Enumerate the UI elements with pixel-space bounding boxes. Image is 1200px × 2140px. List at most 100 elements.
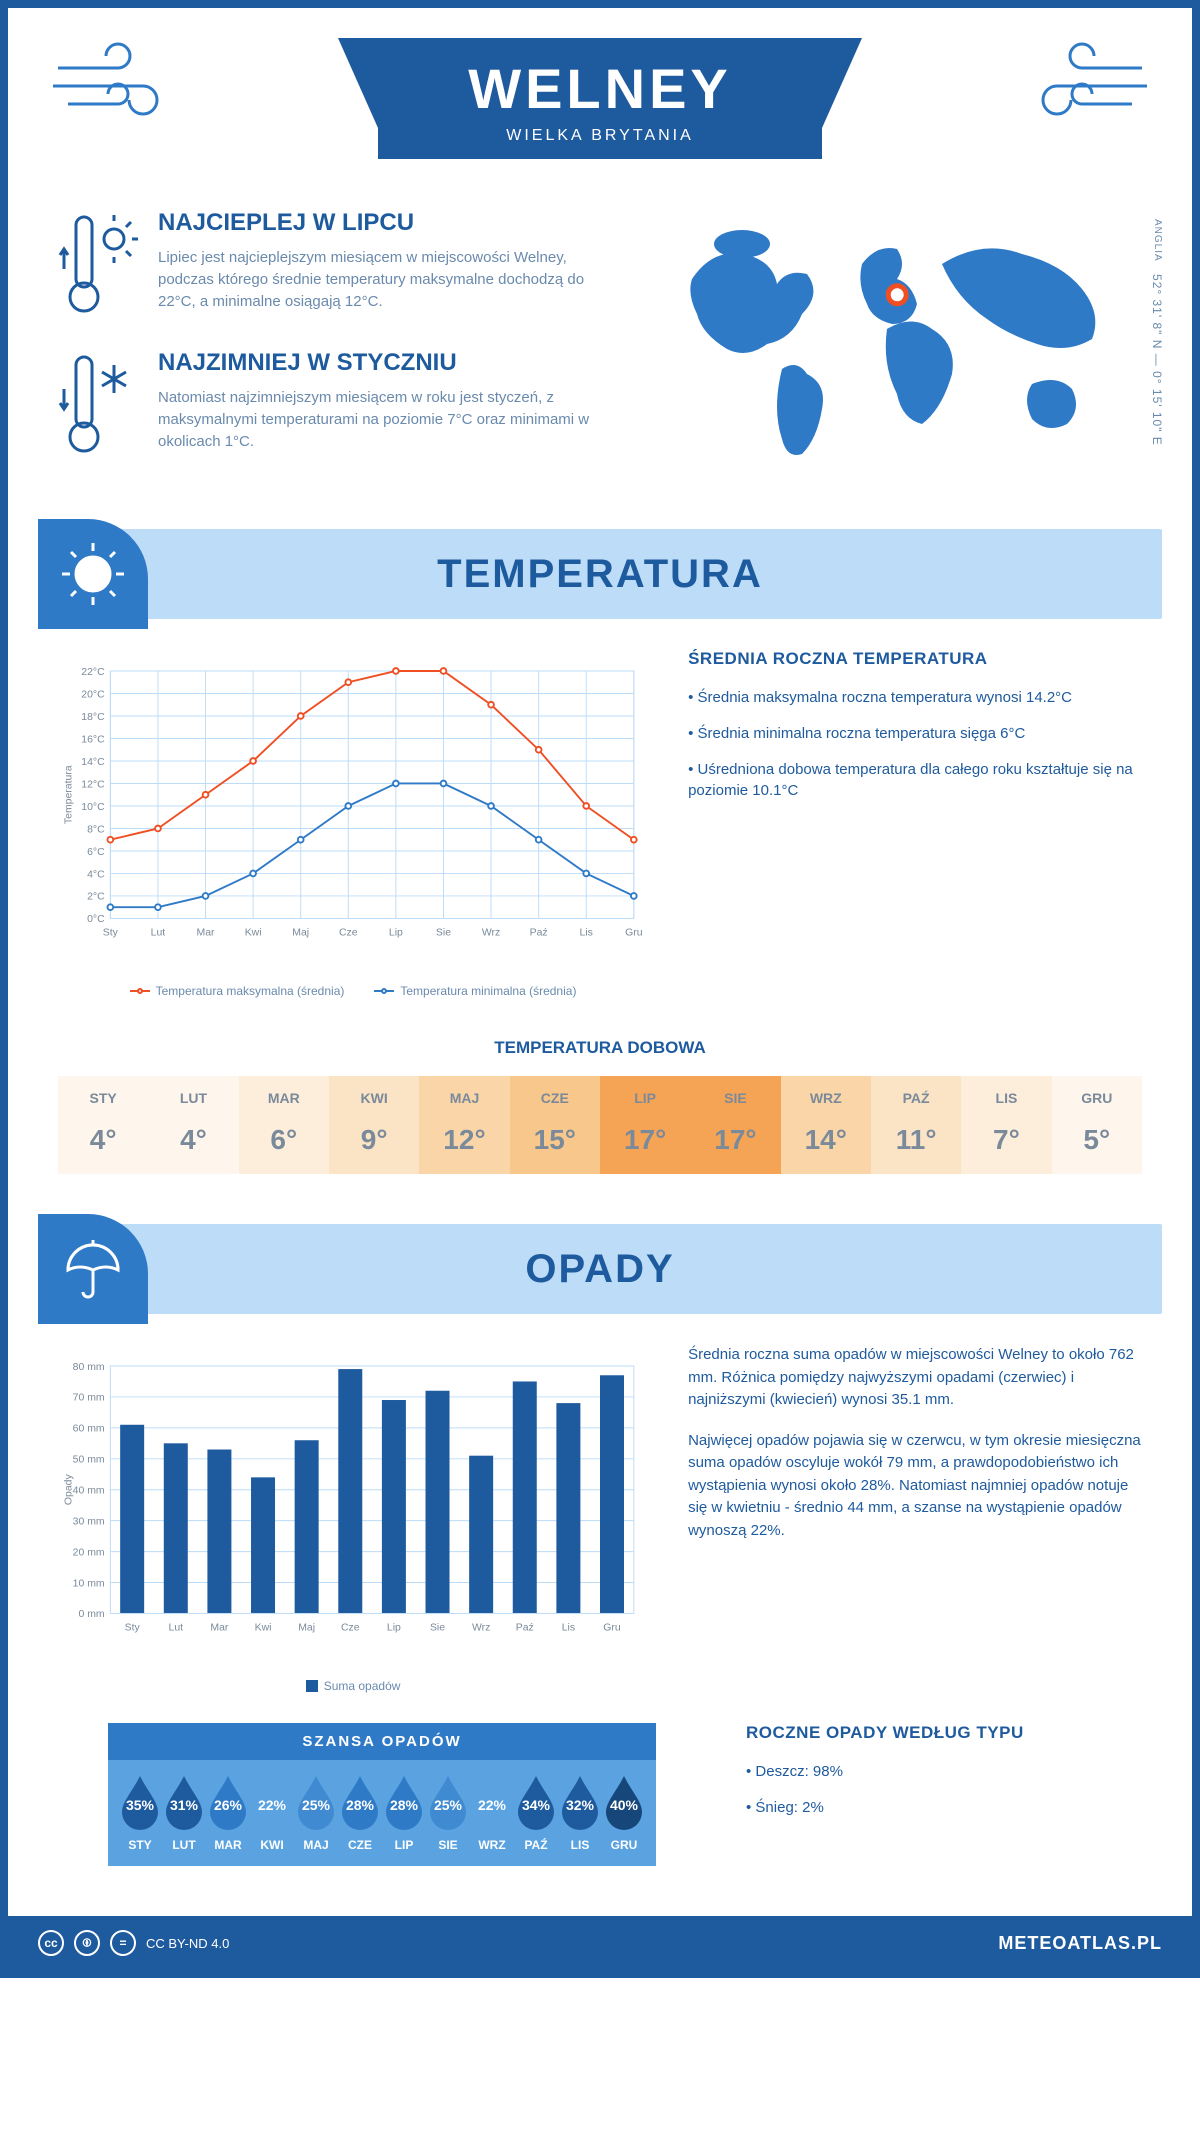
svg-text:10°C: 10°C bbox=[81, 802, 105, 813]
daily-temp-row: STY4°LUT4°MAR6°KWI9°MAJ12°CZE15°LIP17°SI… bbox=[58, 1076, 1142, 1174]
raindrop-icon: 35% bbox=[118, 1774, 162, 1830]
raindrop-icon: 32% bbox=[558, 1774, 602, 1830]
raindrop-icon: 34% bbox=[514, 1774, 558, 1830]
svg-text:Sty: Sty bbox=[125, 1623, 141, 1634]
svg-text:Lis: Lis bbox=[562, 1623, 575, 1634]
svg-text:Kwi: Kwi bbox=[245, 928, 262, 939]
svg-text:80 mm: 80 mm bbox=[73, 1362, 105, 1373]
svg-text:20 mm: 20 mm bbox=[73, 1547, 105, 1558]
coldest-text: Natomiast najzimniejszym miesiącem w rok… bbox=[158, 387, 622, 452]
chance-month: WRZ bbox=[470, 1838, 514, 1852]
daily-value: 4° bbox=[148, 1124, 238, 1156]
by-type-title: ROCZNE OPADY WEDŁUG TYPU bbox=[746, 1723, 1142, 1743]
coords-region: ANGLIA bbox=[1152, 219, 1163, 262]
svg-text:2°C: 2°C bbox=[87, 892, 105, 903]
daily-value: 17° bbox=[690, 1124, 780, 1156]
svg-text:Lip: Lip bbox=[387, 1623, 401, 1634]
chance-cell: 32% LIS bbox=[558, 1774, 602, 1852]
daily-month: LIP bbox=[600, 1090, 690, 1106]
chance-cell: 22% WRZ bbox=[470, 1774, 514, 1852]
chance-value: 40% bbox=[602, 1797, 646, 1813]
chance-cell: 22% KWI bbox=[250, 1774, 294, 1852]
raindrop-icon: 25% bbox=[294, 1774, 338, 1830]
daily-value: 12° bbox=[419, 1124, 509, 1156]
temp-side-bullet: • Średnia minimalna roczna temperatura s… bbox=[688, 723, 1142, 745]
nd-icon: = bbox=[110, 1930, 136, 1956]
by-icon: 🅯 bbox=[74, 1930, 100, 1956]
wind-icon bbox=[48, 38, 188, 128]
temp-side-bullet: • Uśredniona dobowa temperatura dla całe… bbox=[688, 759, 1142, 803]
chance-value: 25% bbox=[294, 1797, 338, 1813]
hottest-block: NAJCIEPLEJ W LIPCU Lipiec jest najcieple… bbox=[58, 209, 622, 319]
cc-icon: cc bbox=[38, 1930, 64, 1956]
daily-month: WRZ bbox=[781, 1090, 871, 1106]
precip-title: OPADY bbox=[525, 1247, 674, 1292]
daily-cell: SIE 17° bbox=[690, 1076, 780, 1174]
site-name: METEOATLAS.PL bbox=[998, 1933, 1162, 1954]
raindrop-icon: 40% bbox=[602, 1774, 646, 1830]
chance-cell: 28% CZE bbox=[338, 1774, 382, 1852]
chance-cell: 35% STY bbox=[118, 1774, 162, 1852]
svg-text:20°C: 20°C bbox=[81, 689, 105, 700]
temperature-section-bar: TEMPERATURA bbox=[38, 529, 1162, 619]
svg-text:Wrz: Wrz bbox=[482, 928, 500, 939]
daily-month: SIE bbox=[690, 1090, 780, 1106]
chance-month: MAR bbox=[206, 1838, 250, 1852]
chance-value: 22% bbox=[250, 1797, 294, 1813]
svg-text:Cze: Cze bbox=[341, 1623, 360, 1634]
daily-cell: KWI9° bbox=[329, 1076, 419, 1174]
svg-text:16°C: 16°C bbox=[81, 734, 105, 745]
temperature-body: 0°C2°C4°C6°C8°C10°C12°C14°C16°C18°C20°C2… bbox=[8, 649, 1192, 1028]
daily-month: KWI bbox=[329, 1090, 419, 1106]
daily-month: GRU bbox=[1052, 1090, 1142, 1106]
svg-text:Lut: Lut bbox=[151, 928, 166, 939]
summary-text-col: NAJCIEPLEJ W LIPCU Lipiec jest najcieple… bbox=[58, 209, 622, 489]
svg-text:6°C: 6°C bbox=[87, 847, 105, 858]
chance-cell: 40% GRU bbox=[602, 1774, 646, 1852]
license-text: CC BY-ND 4.0 bbox=[146, 1936, 229, 1951]
svg-text:Sie: Sie bbox=[430, 1623, 445, 1634]
avg-annual-temp-title: ŚREDNIA ROCZNA TEMPERATURA bbox=[688, 649, 1142, 669]
chance-cell: 28% LIP bbox=[382, 1774, 426, 1852]
svg-text:18°C: 18°C bbox=[81, 712, 105, 723]
daily-cell: CZE15° bbox=[510, 1076, 600, 1174]
svg-text:4°C: 4°C bbox=[87, 869, 105, 880]
svg-text:Lut: Lut bbox=[169, 1623, 184, 1634]
daily-cell: MAJ 12° bbox=[419, 1076, 509, 1174]
svg-text:40 mm: 40 mm bbox=[73, 1486, 105, 1497]
coldest-title: NAJZIMNIEJ W STYCZNIU bbox=[158, 349, 622, 377]
raindrop-icon: 28% bbox=[338, 1774, 382, 1830]
svg-text:Gru: Gru bbox=[625, 928, 643, 939]
chance-value: 34% bbox=[514, 1797, 558, 1813]
daily-month: LIS bbox=[961, 1090, 1051, 1106]
chance-value: 26% bbox=[206, 1797, 250, 1813]
svg-text:Lis: Lis bbox=[580, 928, 593, 939]
daily-value: 7° bbox=[961, 1124, 1051, 1156]
header: WELNEY WIELKA BRYTANIA bbox=[8, 8, 1192, 179]
thermometer-cold-icon bbox=[58, 349, 138, 459]
temperature-title: TEMPERATURA bbox=[437, 552, 763, 597]
precip-body: 0 mm10 mm20 mm30 mm40 mm50 mm60 mm70 mm8… bbox=[8, 1344, 1192, 1713]
daily-cell: STY4° bbox=[58, 1076, 148, 1174]
svg-text:60 mm: 60 mm bbox=[73, 1424, 105, 1435]
svg-text:Paź: Paź bbox=[516, 1623, 534, 1634]
precip-legend-label: Suma opadów bbox=[324, 1679, 401, 1693]
daily-month: MAJ bbox=[419, 1090, 509, 1106]
daily-month: PAŹ bbox=[871, 1090, 961, 1106]
daily-month: STY bbox=[58, 1090, 148, 1106]
wind-icon bbox=[1012, 38, 1152, 128]
daily-temp-title: TEMPERATURA DOBOWA bbox=[8, 1038, 1192, 1058]
daily-value: 11° bbox=[871, 1124, 961, 1156]
svg-text:Maj: Maj bbox=[292, 928, 309, 939]
precip-by-type: ROCZNE OPADY WEDŁUG TYPU • Deszcz: 98%• … bbox=[746, 1713, 1142, 1866]
daily-value: 14° bbox=[781, 1124, 871, 1156]
chance-value: 28% bbox=[382, 1797, 426, 1813]
chance-month: LIS bbox=[558, 1838, 602, 1852]
svg-text:Paź: Paź bbox=[530, 928, 548, 939]
temperature-chart: 0°C2°C4°C6°C8°C10°C12°C14°C16°C18°C20°C2… bbox=[58, 649, 648, 998]
footer: cc 🅯 = CC BY-ND 4.0 METEOATLAS.PL bbox=[8, 1916, 1192, 1970]
svg-text:Maj: Maj bbox=[298, 1623, 315, 1634]
precip-lower-row: SZANSA OPADÓW 35% STY 31% LUT 26% MAR 22… bbox=[8, 1713, 1192, 1896]
svg-text:Wrz: Wrz bbox=[472, 1623, 490, 1634]
temperature-legend: Temperatura maksymalna (średnia)Temperat… bbox=[58, 984, 648, 998]
